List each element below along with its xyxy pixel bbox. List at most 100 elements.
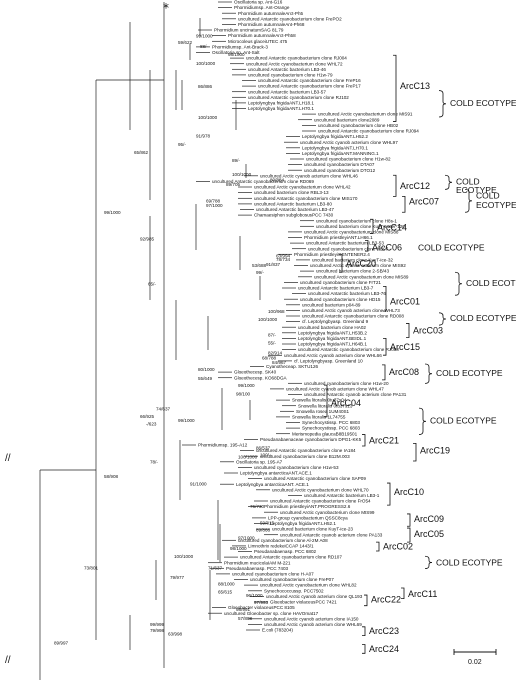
bootstrap-value: 65/862 — [134, 150, 148, 155]
taxon-label: Snowella litoralis 1L74755 — [292, 415, 346, 420]
bootstrap-value: 97/993 — [254, 600, 268, 605]
bootstrap-value: 55/- — [268, 341, 276, 346]
taxon-label: Pseudanabaenasp. PCC 7403 — [226, 566, 289, 571]
ecotype-brace — [438, 90, 447, 118]
taxon-label: uncultured cyanobacterium clone H1w-82 — [306, 157, 391, 162]
bootstrap-value: 65/- — [148, 281, 156, 286]
ecotype-brace — [444, 174, 453, 190]
clade-bracket — [393, 54, 397, 122]
taxon-label: Leptolyngbya frigidaANT.LH18.1 — [248, 101, 314, 106]
taxon-label: uncultured Arctic cyanob acterium clone … — [284, 353, 382, 358]
taxon-label: uncultured Arctic cyanob acterium clone … — [266, 594, 363, 599]
taxon-label: uncultured Arctic cyanob acterium clone … — [302, 308, 400, 313]
taxon-label: Snowella rosea 1UM40S1 — [296, 409, 350, 414]
clade-label: ArcC01 — [390, 296, 420, 306]
ecotype-label: COLD ECOTYPE — [418, 243, 485, 253]
taxon-label: uncultured Antarctic cyanobacterium clon… — [264, 476, 366, 481]
bootstrap-value: 68/788 — [262, 356, 276, 361]
bootstrap-value: 96/1000 — [246, 593, 263, 598]
ecotype-label: ECOTYPE — [476, 200, 516, 210]
clade-bracket — [401, 587, 405, 600]
ecotype-brace — [464, 188, 473, 213]
taxon-label: Phormidium priestleyiANT.PROGRESS2.6 — [264, 504, 351, 509]
taxon-label: LPP-group cyanobacterium QSSC8cya — [268, 516, 348, 521]
taxon-label: uncultured Arctic cyanob acterium clone … — [300, 140, 398, 145]
bootstrap-value: 98/100 — [236, 392, 250, 397]
clade-label: ArcC03 — [413, 325, 443, 335]
clade-label: ArcC21 — [369, 436, 399, 446]
taxon-label: uncultured Arctic cyanobacterium clone W… — [254, 185, 351, 190]
clade-label: ArcC08 — [389, 367, 419, 377]
bootstrap-value: 100/1000 — [258, 317, 278, 322]
taxon-label: uncultured bacterium clone2089 — [314, 117, 380, 122]
ecotype-brace — [424, 363, 433, 384]
clade-bracket — [364, 594, 368, 607]
taxon-label: uncultured bacterium p04-89 — [302, 302, 361, 307]
bootstrap-value: 57/808 — [238, 616, 252, 621]
taxon-label: Oscillatoria sp. 195-A7 — [236, 459, 283, 464]
taxon-label: uncultured cyanobacterium clone H1w-53 — [254, 465, 339, 470]
taxon-label: uncultured bacterium clone KuyT-ice-32 — [312, 258, 393, 263]
break-mark-upper: // — [5, 453, 11, 464]
ecotype-label: COLD ECOTYPE — [450, 98, 516, 108]
taxon-label: Gloeobacter violaceusPCC 7421 — [270, 600, 337, 605]
taxon-label: uncultured Antarctic cyanobacterium clon… — [318, 129, 419, 134]
taxon-label: Pseudanabaenasp. PCC 6802 — [254, 549, 317, 554]
taxon-label: Phormidium uncinatumSAG 81.79 — [214, 28, 284, 33]
taxon-label: uncultured cyanobacterium clone H-A07 — [232, 572, 314, 577]
taxon-label: uncultured Antarctic bacterium LB3-1 — [304, 493, 380, 498]
clade-label: ArcC04 — [331, 398, 361, 408]
scale-bar-label: 0.02 — [468, 659, 482, 666]
taxon-label: uncultured cyanobacterium clone HB02 — [318, 123, 399, 128]
taxon-label: uncultured Antarctic bacterium LB3-46 — [248, 67, 326, 72]
taxon-label: Leptolyngbya antarcticaANT.ACE.1 — [240, 471, 312, 476]
break-mark-lower: // — [5, 655, 11, 666]
bootstrap-value: 79/977 — [170, 575, 184, 580]
clade-bracket — [362, 644, 366, 654]
bootstrap-value: 89/997 — [54, 640, 68, 645]
taxon-label: uncultured cyanobacterium clone Al-2M A0… — [238, 538, 328, 543]
bootstrap-value: 89/705 — [226, 182, 240, 187]
bootstrap-value: 55/649 — [198, 376, 212, 381]
taxon-label: uncultured Arctic cyanob acterium clone … — [260, 173, 358, 178]
ecotype-brace — [418, 407, 427, 435]
bootstrap-value: 71/637 — [208, 566, 222, 571]
bootstrap-value: 69/788 — [206, 199, 220, 204]
taxon-label: uncultured Antarctic cyanobacterium clon… — [254, 196, 358, 201]
bootstrap-value: 76/730 — [250, 504, 264, 509]
taxon-label: Oscillatoria sp. Ant-G16 — [234, 0, 283, 5]
taxon-label: uncultured Arctic cyanob acterium clone … — [264, 622, 362, 627]
bootstrap-value: 80/884 — [270, 177, 284, 182]
taxon-label: uncultured Antarctic cyanobacterium clon… — [258, 84, 361, 89]
taxon-label: uncultured Antarctic cyanobacterium clon… — [246, 56, 347, 61]
taxon-label: uncultured Arctic cyanobacterium clone M… — [314, 274, 409, 279]
bootstrap-value: 89/866 — [256, 528, 270, 533]
taxon-label: Phormidium autumnaleArct-Ph58 — [228, 33, 296, 38]
clade-bracket — [382, 364, 386, 381]
bootstrap-value: 95/- — [178, 142, 186, 147]
clade-bracket — [407, 527, 411, 543]
taxon-label: Leptolyngbya frigidaANT.LH70.1 — [248, 106, 314, 111]
taxon-label: Snowella litoralis 0tu37s13 — [298, 403, 353, 408]
clade-bracket — [402, 196, 406, 213]
clade-bracket — [365, 240, 369, 252]
taxon-label: uncultured Arctic cyanobacterium clone W… — [272, 487, 369, 492]
ecotype-label: COLD — [476, 191, 500, 201]
taxon-label: uncultured Antarctic cyanobacterium clon… — [238, 16, 342, 21]
bootstrap-value: 99/1000 — [178, 418, 195, 423]
clade-labels: ArcC13 ArcC12 ArcC07 ArcC14 ArcC06 ArcC20 ArcC… — [331, 81, 450, 654]
taxon-label: Synechocystissp. PCC 6803 — [302, 426, 360, 431]
bootstrap-value: 91/978 — [196, 133, 210, 138]
bootstrap-value: 63/994 — [276, 253, 290, 258]
bootstrap-value: 100/- — [260, 453, 271, 458]
clade-label: ArcC07 — [409, 197, 439, 207]
bootstrap-value: 86/537 — [256, 446, 270, 451]
taxon-label: Phormidium autumnaleArct-Ph5 — [238, 11, 304, 16]
bootstrap-value: 73/801 — [84, 566, 98, 571]
taxon-label: uncultured bacterium clone RBL3-13 — [254, 190, 329, 195]
taxon-label: uncultured bacterium clone KuyT-water-12… — [316, 224, 405, 229]
taxon-label: Phormidiumsp. Ant-Brack-3 — [212, 45, 268, 50]
bootstrap-value: 100/1000 — [238, 454, 258, 459]
